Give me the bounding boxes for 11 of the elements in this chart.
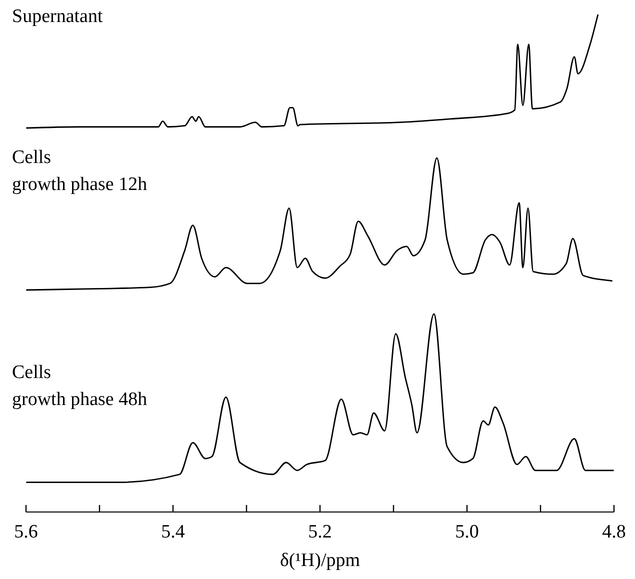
text: growth phase 12h xyxy=(12,174,148,195)
text: growth phase 48h xyxy=(12,389,148,410)
x-tick-label: 5.6 xyxy=(14,521,38,542)
x-axis-title: δ(¹H)/ppm xyxy=(280,550,360,571)
chart-title: Cells xyxy=(12,147,52,168)
x-tick-label: 5.2 xyxy=(308,521,332,542)
x-tick-label: 5.4 xyxy=(161,521,186,542)
x-tick-label: 4.8 xyxy=(602,521,626,542)
text: Cells xyxy=(12,362,52,383)
chart-title: Supernatant xyxy=(12,6,104,27)
x-tick-label: 5.0 xyxy=(455,521,479,542)
